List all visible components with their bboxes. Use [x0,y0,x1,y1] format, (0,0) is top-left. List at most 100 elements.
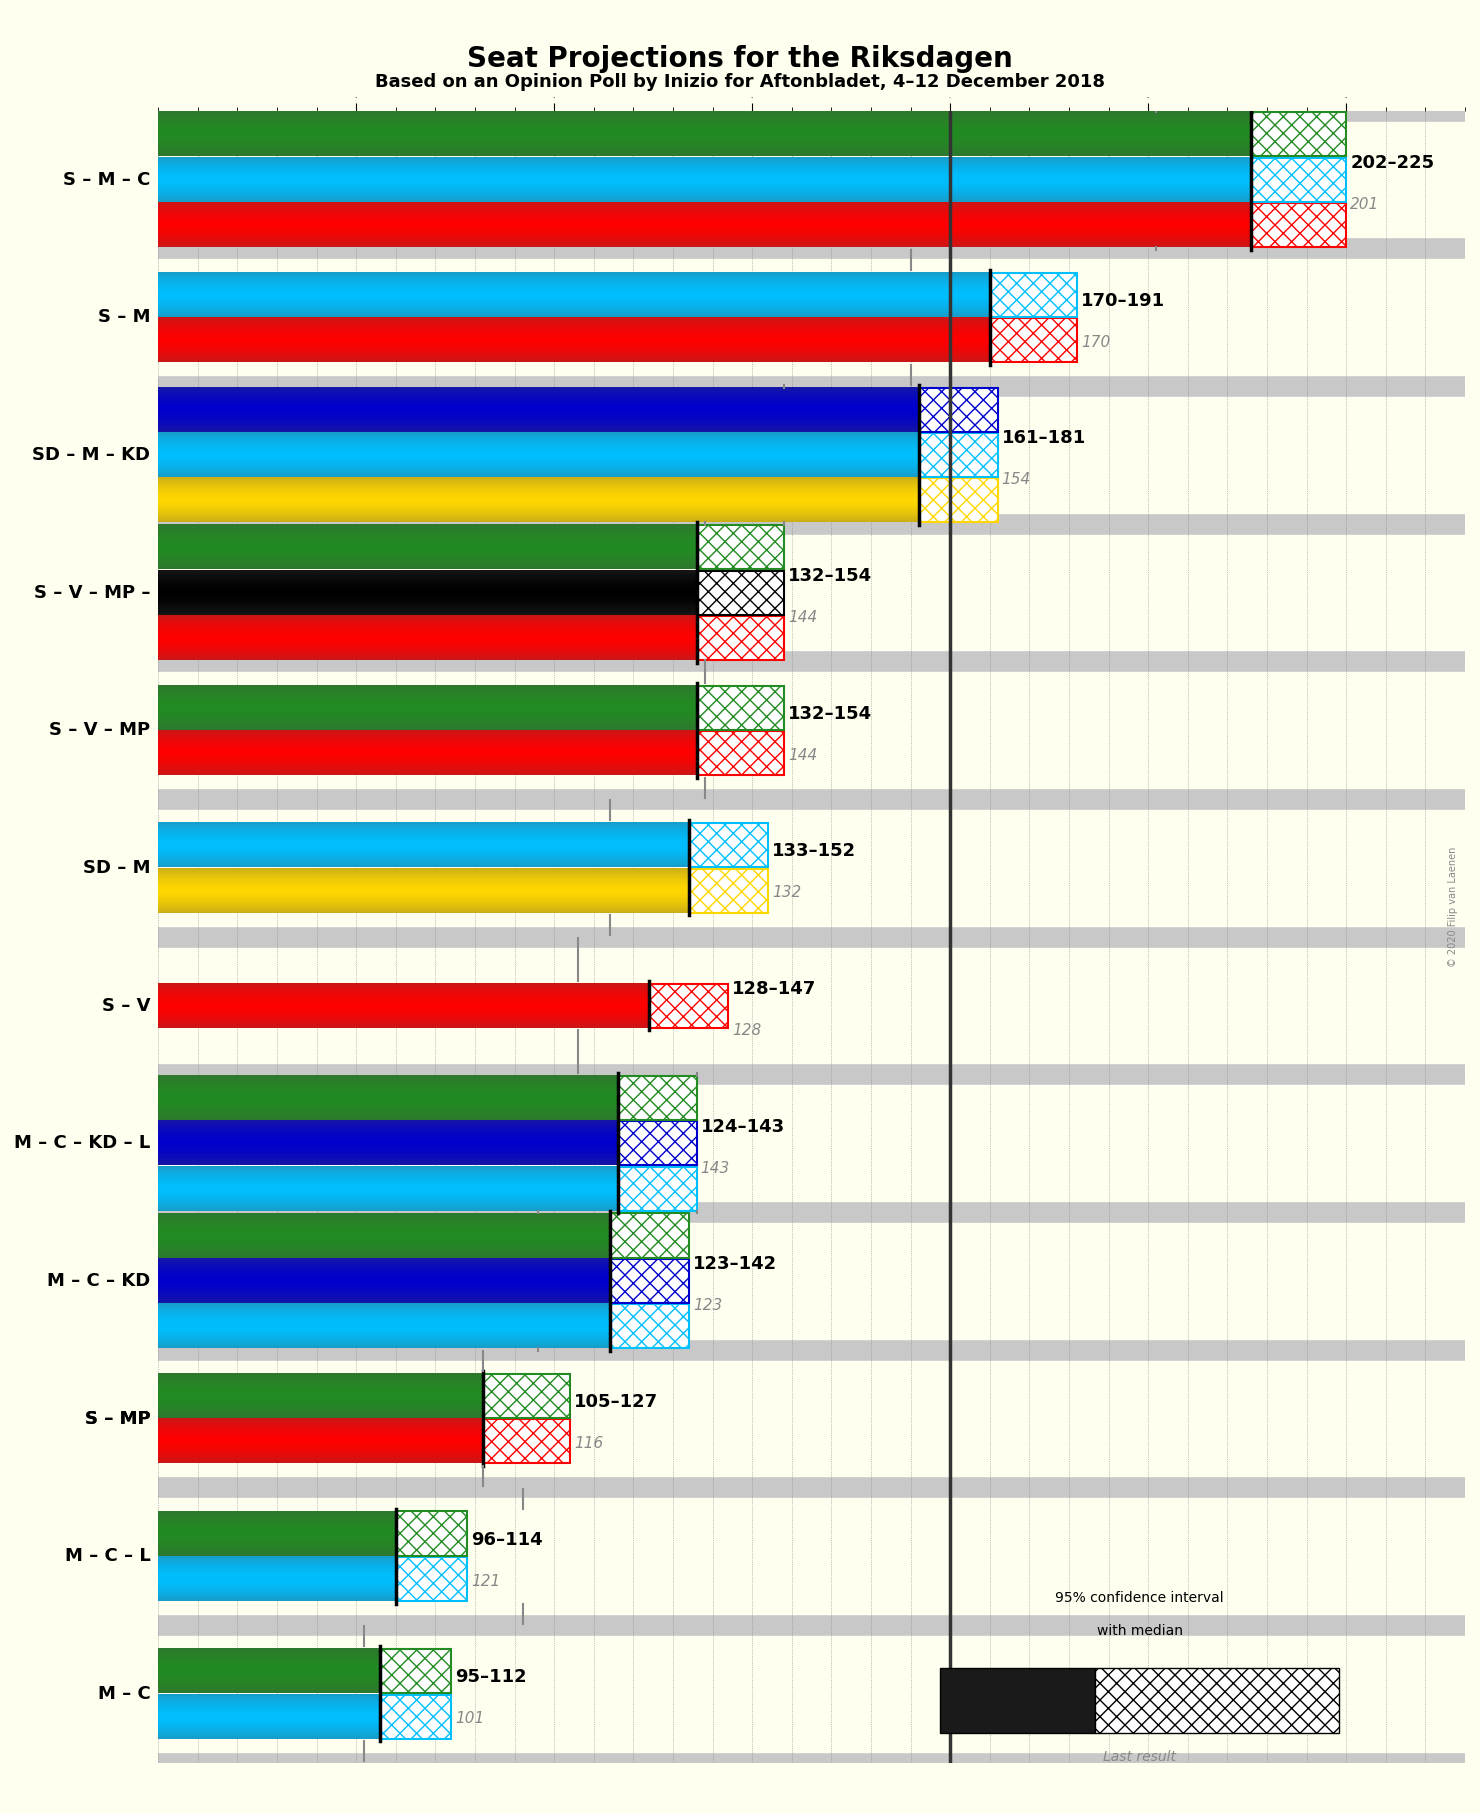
Text: S – V: S – V [102,996,151,1014]
Bar [688,824,768,867]
Text: 132–154: 132–154 [787,568,872,586]
Bar [617,1076,697,1119]
Bar [610,1259,688,1302]
Text: 101: 101 [456,1711,484,1727]
Bar [158,800,1465,936]
Bar [482,1419,570,1464]
Bar [380,1649,451,1692]
Bar [158,673,1465,787]
Text: 170–191: 170–191 [1080,292,1165,310]
Bar [697,526,784,570]
Bar [697,617,784,660]
Text: 96–114: 96–114 [471,1531,543,1549]
Text: 132–154: 132–154 [787,706,872,722]
Bar [395,1556,468,1602]
Bar [688,869,768,912]
Bar [919,434,998,477]
Bar [610,1304,688,1348]
Text: 95–112: 95–112 [456,1669,527,1687]
Bar [940,1669,1095,1734]
Text: 128–147: 128–147 [733,980,817,998]
Bar [697,731,784,775]
Bar [697,571,784,615]
Bar [395,1556,468,1602]
Bar [158,535,1465,651]
Bar [617,1121,697,1165]
Bar [158,122,1465,238]
Text: 202–225: 202–225 [1350,154,1434,172]
Bar [1251,112,1347,156]
Bar [482,1373,570,1419]
Text: 132: 132 [773,885,801,900]
Bar [617,1121,697,1165]
Bar [919,388,998,432]
Bar [990,317,1077,363]
Bar [158,1223,1465,1339]
Bar [610,1304,688,1348]
Text: 201: 201 [1350,198,1379,212]
Bar [158,1212,1465,1350]
Bar [697,686,784,729]
Bar [610,1259,688,1302]
Bar [610,1214,688,1257]
Text: S – MP: S – MP [84,1409,151,1428]
Bar [158,386,1465,524]
Text: SD – M: SD – M [83,860,151,876]
Bar [1251,112,1347,156]
Bar [990,317,1077,363]
Bar [919,388,998,432]
Text: 116: 116 [574,1437,604,1451]
Text: 121: 121 [471,1573,500,1589]
Text: S – V – MP: S – V – MP [49,722,151,740]
Text: 170: 170 [1080,334,1110,350]
Bar [158,1625,1465,1763]
Bar [617,1076,697,1119]
Text: 123: 123 [693,1299,722,1313]
Bar [1251,158,1347,201]
Bar [617,1166,697,1210]
Bar [158,1498,1465,1614]
Text: 95% confidence interval: 95% confidence interval [1055,1591,1224,1605]
Bar [688,869,768,912]
Text: 123–142: 123–142 [693,1255,777,1273]
Bar [1251,158,1347,201]
Text: SD – M – KD: SD – M – KD [33,446,151,464]
Text: 161–181: 161–181 [1002,430,1086,448]
Bar [158,1074,1465,1212]
Bar [482,1419,570,1464]
Text: M – C – KD – L: M – C – KD – L [13,1134,151,1152]
Text: © 2020 Filip van Laenen: © 2020 Filip van Laenen [1447,847,1458,967]
Bar [650,983,728,1027]
Bar [919,479,998,522]
Bar [1095,1669,1339,1734]
Bar [158,1350,1465,1487]
Bar [990,272,1077,317]
Text: M – C – L: M – C – L [65,1547,151,1565]
Bar [380,1649,451,1692]
Text: M – C: M – C [98,1685,151,1703]
Bar [697,686,784,729]
Text: 154: 154 [1002,472,1032,488]
Text: S – MP: S – MP [84,1409,151,1428]
Text: Based on an Opinion Poll by Inizio for Aftonbladet, 4–12 December 2018: Based on an Opinion Poll by Inizio for A… [374,73,1106,91]
Bar [990,272,1077,317]
Text: 128: 128 [733,1023,762,1038]
Bar [1251,203,1347,247]
Bar [158,1636,1465,1752]
Text: with median: with median [1097,1624,1183,1638]
Text: 143: 143 [700,1161,730,1175]
Bar [158,947,1465,1063]
Bar [158,524,1465,662]
Bar [380,1694,451,1738]
Text: 124–143: 124–143 [700,1117,784,1136]
Text: 144: 144 [787,747,817,762]
Bar [919,479,998,522]
Text: Seat Projections for the Riksdagen: Seat Projections for the Riksdagen [468,45,1012,73]
Text: 133–152: 133–152 [773,842,855,860]
Text: S – M – C: S – M – C [64,171,151,189]
Bar [158,1487,1465,1625]
Bar [158,397,1465,513]
Bar [380,1694,451,1738]
Bar [395,1511,468,1556]
Bar [482,1373,570,1419]
